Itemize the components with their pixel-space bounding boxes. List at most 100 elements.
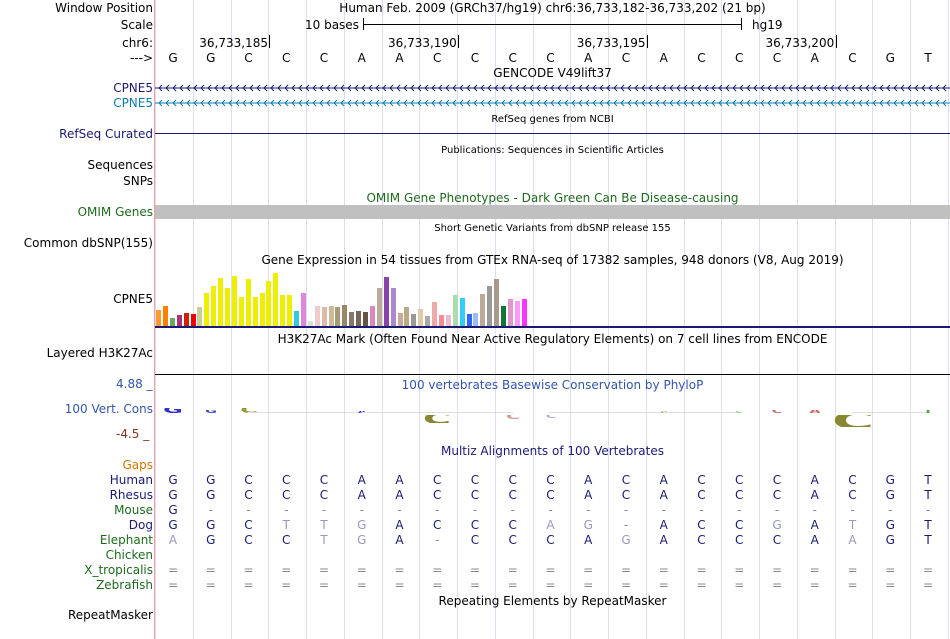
alignment-base: T [924, 518, 932, 532]
gtex-bar[interactable] [376, 288, 382, 326]
publications-sequences-label[interactable]: Sequences [87, 158, 153, 172]
gtex-bar[interactable] [438, 315, 444, 326]
gtex-bar[interactable] [480, 294, 486, 326]
species-label[interactable]: Chicken [105, 548, 153, 562]
gtex-bar[interactable] [190, 314, 196, 326]
gtex-bar[interactable] [328, 306, 334, 326]
gtex-bar[interactable] [266, 281, 272, 326]
species-label[interactable]: Rhesus [109, 488, 153, 502]
omim-gene-bar[interactable] [155, 205, 950, 219]
gtex-bar[interactable] [204, 293, 210, 326]
gtex-bar[interactable] [245, 279, 251, 326]
gtex-bar[interactable] [494, 279, 500, 326]
gtex-bar[interactable] [418, 309, 424, 326]
gtex-bar[interactable] [314, 306, 320, 326]
gtex-bar[interactable] [218, 278, 224, 326]
gencode-transcript-1-arrow [242, 84, 247, 92]
phylop-label[interactable]: 100 Vert. Cons [64, 402, 153, 416]
alignment-base: = [809, 563, 820, 577]
gtex-bar[interactable] [321, 307, 327, 326]
multiz-gaps-label[interactable]: Gaps [122, 458, 153, 472]
alignment-base: - [510, 503, 515, 517]
gtex-bar[interactable] [231, 276, 237, 326]
h3k27ac-label[interactable]: Layered H3K27Ac [46, 346, 153, 360]
gtex-bar[interactable] [294, 311, 299, 326]
gencode-transcript-2-arrow [648, 99, 653, 107]
gtex-bar[interactable] [176, 315, 182, 326]
gtex-bar[interactable] [369, 306, 375, 326]
gtex-bar[interactable] [197, 307, 203, 326]
alignment-base: C [697, 533, 706, 547]
gtex-bar[interactable] [473, 313, 479, 326]
gtex-bar[interactable] [252, 297, 258, 326]
species-label[interactable]: Elephant [99, 533, 153, 547]
gtex-bar[interactable] [280, 295, 286, 326]
alignment-base: C [772, 488, 782, 502]
gtex-bar[interactable] [459, 298, 465, 326]
gtex-bar[interactable] [342, 305, 348, 326]
gtex-bar[interactable] [162, 306, 168, 326]
gencode-transcripts[interactable] [155, 82, 950, 110]
gtex-bar[interactable] [300, 293, 306, 326]
species-label[interactable]: Dog [128, 518, 153, 532]
gencode-transcript-1-arrow [452, 84, 457, 92]
gencode-track1-label[interactable]: CPNE5 [113, 81, 153, 95]
species-label[interactable]: Zebrafish [96, 578, 153, 592]
gtex-bar[interactable] [445, 315, 451, 326]
gtex-bar[interactable] [466, 314, 472, 326]
species-label[interactable]: X_tropicalis [84, 563, 153, 577]
gtex-bar[interactable] [287, 295, 293, 326]
alignment-base: C [470, 488, 480, 502]
gtex-bar[interactable] [501, 306, 506, 326]
gtex-bar[interactable] [383, 277, 389, 326]
publications-snps-label[interactable]: SNPs [123, 174, 153, 188]
alignment-base: = [545, 578, 556, 592]
gencode-transcript-1-arrow [830, 84, 835, 92]
gencode-transcript-2-arrow [697, 99, 702, 107]
gtex-bar[interactable] [211, 286, 217, 326]
gtex-bar[interactable] [335, 307, 341, 326]
refseq-label[interactable]: RefSeq Curated [59, 127, 153, 141]
gtex-label[interactable]: CPNE5 [113, 292, 153, 306]
gencode-transcript-2-arrow [214, 99, 219, 107]
gtex-bar[interactable] [487, 286, 493, 326]
species-label[interactable]: Human [109, 473, 153, 487]
gtex-bar[interactable] [363, 312, 368, 326]
gtex-bar[interactable] [521, 299, 527, 326]
omim-label[interactable]: OMIM Genes [77, 205, 153, 219]
gtex-bar[interactable] [169, 318, 175, 326]
gtex-bar-chart[interactable] [155, 269, 950, 326]
gtex-bar[interactable] [514, 301, 520, 326]
gtex-bar[interactable] [349, 312, 355, 326]
gtex-bar[interactable] [432, 302, 437, 326]
gtex-bar[interactable] [183, 313, 189, 326]
gtex-bar[interactable] [156, 310, 161, 326]
gtex-bar[interactable] [411, 314, 417, 326]
gtex-bar[interactable] [397, 313, 403, 326]
gencode-transcript-2-arrow [263, 99, 268, 107]
repeatmasker-label[interactable]: RepeatMasker [67, 608, 153, 622]
alignment-base: C [508, 488, 517, 502]
dbsnp-label[interactable]: Common dbSNP(155) [23, 236, 153, 250]
alignment-base: C [433, 473, 442, 487]
phylop-conservation-logo[interactable]: GGCACCCACCACT [155, 395, 950, 435]
gtex-bar[interactable] [425, 316, 431, 326]
alignment-base: = [205, 578, 216, 592]
h3k27ac-baseline [155, 374, 950, 375]
alignment-base: = [432, 578, 443, 592]
gtex-bar[interactable] [273, 273, 279, 326]
gtex-bar[interactable] [238, 297, 244, 326]
gtex-bar[interactable] [507, 299, 513, 326]
refseq-gene-line[interactable] [155, 133, 950, 134]
gtex-bar[interactable] [390, 288, 396, 326]
gtex-bar[interactable] [356, 311, 362, 326]
alignment-base: G [885, 533, 895, 547]
gtex-bar[interactable] [259, 293, 265, 326]
species-label[interactable]: Mouse [114, 503, 153, 517]
gtex-bar[interactable] [225, 288, 230, 326]
gtex-bar[interactable] [404, 307, 410, 326]
gencode-track2-label[interactable]: CPNE5 [113, 96, 153, 110]
gtex-bar[interactable] [307, 321, 313, 326]
gencode-transcript-1-arrow [186, 84, 191, 92]
gtex-bar[interactable] [452, 295, 458, 326]
